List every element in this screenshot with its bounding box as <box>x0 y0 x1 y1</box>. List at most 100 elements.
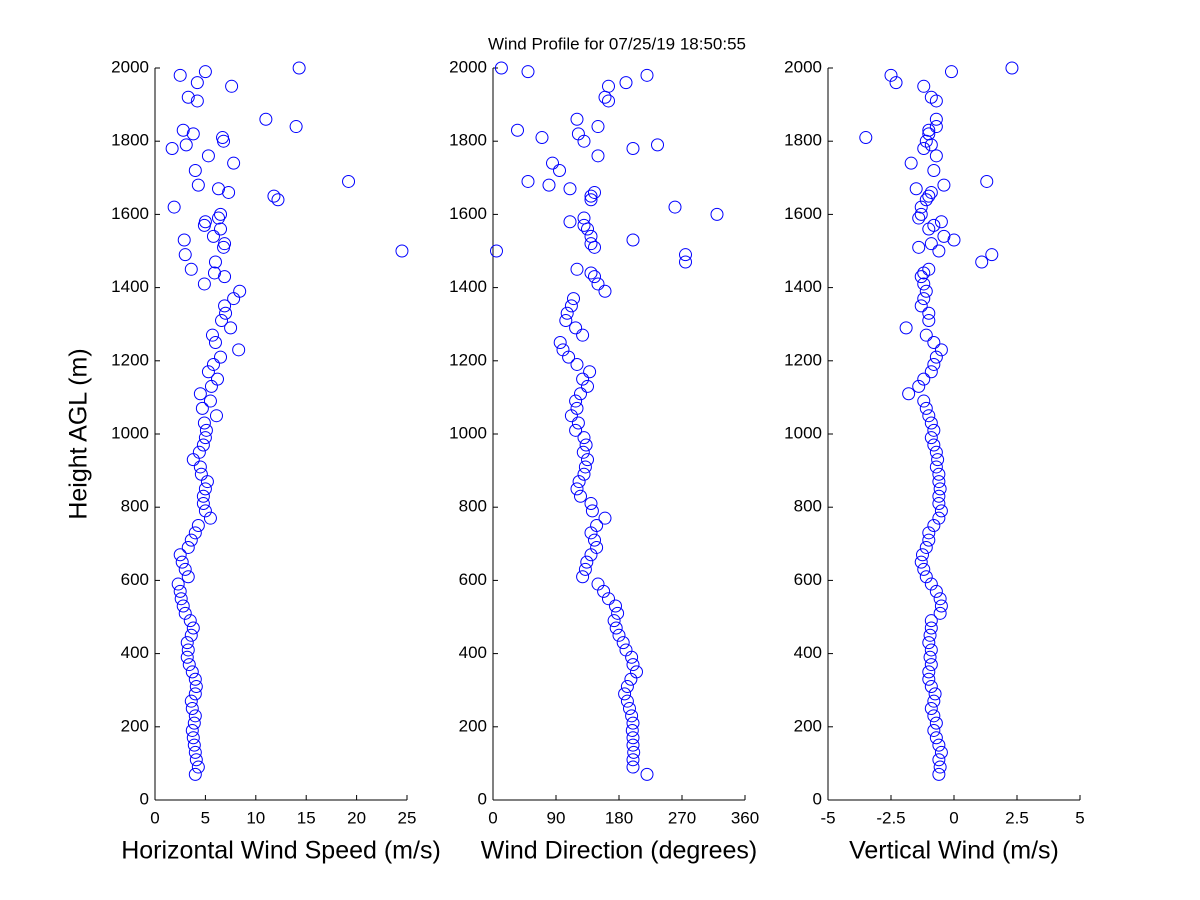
point <box>196 438 210 452</box>
y-tick-label: 600 <box>459 570 487 589</box>
point <box>571 416 585 430</box>
point <box>620 694 634 708</box>
x-tick-label: 5 <box>201 808 210 827</box>
point <box>626 760 640 774</box>
point <box>934 745 948 759</box>
point <box>919 401 933 415</box>
point <box>192 445 206 459</box>
point <box>932 244 946 258</box>
point <box>178 562 192 576</box>
point <box>584 497 598 511</box>
point <box>197 218 211 232</box>
point <box>219 306 233 320</box>
point <box>917 79 931 93</box>
point <box>227 292 241 306</box>
point <box>922 189 936 203</box>
point <box>640 68 654 82</box>
point <box>188 709 202 723</box>
x-tick-label: 25 <box>398 808 417 827</box>
point <box>934 343 948 357</box>
point <box>889 76 903 90</box>
point <box>934 599 948 613</box>
point <box>197 416 211 430</box>
point <box>218 270 232 284</box>
point <box>233 284 247 298</box>
point <box>933 760 947 774</box>
y-tick-label: 1800 <box>111 131 149 150</box>
point <box>560 306 574 320</box>
point <box>184 533 198 547</box>
point <box>934 215 948 229</box>
point <box>218 299 232 313</box>
point <box>626 233 640 247</box>
x-tick-label: -2.5 <box>876 808 905 827</box>
point <box>922 526 936 540</box>
point <box>225 79 239 93</box>
x-tick-label: 15 <box>297 808 316 827</box>
y-tick-label: 2000 <box>784 57 822 76</box>
point <box>191 760 205 774</box>
point <box>625 723 639 737</box>
point <box>188 687 202 701</box>
point <box>929 350 943 364</box>
point <box>924 237 938 251</box>
point <box>620 680 634 694</box>
y-tick-label: 800 <box>794 497 822 516</box>
point <box>924 365 938 379</box>
point <box>574 387 587 401</box>
point <box>201 365 215 379</box>
point <box>584 189 598 203</box>
point <box>193 387 207 401</box>
point <box>494 61 508 75</box>
point <box>176 599 190 613</box>
point <box>934 504 948 518</box>
x-axis-label: Wind Direction (degrees) <box>481 837 758 865</box>
point <box>193 460 207 474</box>
point <box>570 482 584 496</box>
point <box>222 185 236 199</box>
point <box>186 127 200 141</box>
point <box>181 90 195 104</box>
y-axis-label: Height AGL (m) <box>65 348 93 519</box>
point <box>210 372 224 386</box>
point <box>924 680 938 694</box>
point <box>271 193 285 207</box>
y-tick-label: 800 <box>121 497 149 516</box>
point <box>585 504 599 518</box>
point <box>914 555 928 569</box>
point <box>917 394 931 408</box>
y-tick-label: 600 <box>794 570 822 589</box>
point <box>173 548 187 562</box>
point <box>199 423 213 437</box>
point <box>1005 61 1019 75</box>
point <box>535 131 549 145</box>
point <box>181 643 195 657</box>
point <box>209 409 223 423</box>
x-tick-label: 180 <box>605 808 633 827</box>
point <box>626 753 640 767</box>
point <box>289 120 303 134</box>
point <box>591 149 605 163</box>
point <box>259 112 273 126</box>
point <box>578 562 592 576</box>
point <box>931 453 945 467</box>
point <box>203 511 217 525</box>
point <box>576 328 590 342</box>
point <box>917 372 931 386</box>
point <box>521 174 535 188</box>
point <box>395 244 409 258</box>
point <box>208 255 222 269</box>
point <box>490 244 503 258</box>
point <box>591 277 605 291</box>
point <box>912 211 926 225</box>
point <box>191 519 205 532</box>
point <box>187 716 201 730</box>
point <box>188 767 202 781</box>
point <box>576 372 590 386</box>
y-tick-label: 1400 <box>784 277 822 296</box>
point <box>927 709 941 723</box>
y-tick-label: 1800 <box>784 131 822 150</box>
point <box>190 94 204 108</box>
point <box>922 306 936 320</box>
